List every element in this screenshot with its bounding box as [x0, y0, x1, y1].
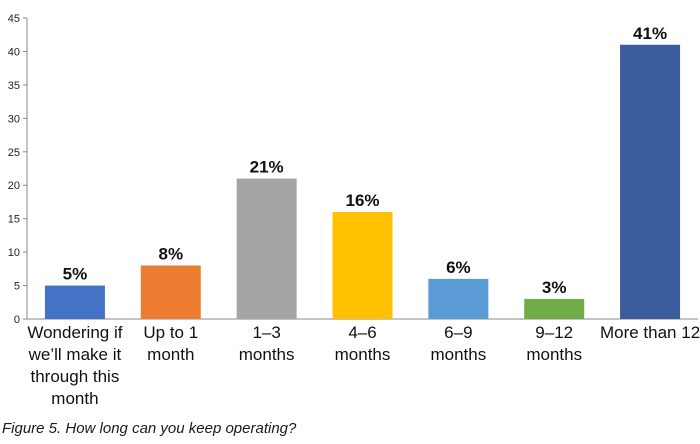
y-tick-label: 15	[8, 214, 20, 226]
y-tick-label: 5	[14, 281, 20, 293]
category-label: 9–12 months	[526, 323, 582, 364]
bar	[236, 178, 297, 319]
category-label: 4–6 months	[335, 323, 391, 364]
category-label: 1–3 months	[239, 323, 295, 364]
bar	[428, 278, 489, 319]
y-tick-label: 0	[14, 314, 20, 326]
category-label: 6–9 months	[430, 323, 486, 364]
y-tick-label: 10	[8, 247, 20, 259]
y-tick-label: 20	[8, 180, 20, 192]
data-labels: 5% 8% 21% 16% 6% 3% 41%	[63, 24, 667, 297]
data-label: 5%	[63, 265, 88, 284]
y-tick-label: 30	[8, 113, 20, 125]
category-label: Up to 1 month	[143, 323, 198, 364]
y-axis-ticks: 0 5 10 15 20 25 30 35 40 45	[8, 13, 27, 326]
y-tick-label: 25	[8, 147, 20, 159]
data-label: 41%	[633, 24, 667, 43]
bar	[524, 298, 585, 319]
data-label: 21%	[250, 158, 284, 177]
data-label: 16%	[345, 191, 379, 210]
bar-chart: 0 5 10 15 20 25 30 35 40 45 5% 8% 21% 16% 6% 3% 41% Won…	[8, 13, 700, 408]
y-tick-label: 35	[8, 80, 20, 92]
data-label: 3%	[542, 278, 567, 297]
bar	[44, 285, 105, 319]
bars	[44, 44, 681, 319]
data-label: 8%	[158, 244, 183, 263]
bar	[140, 265, 201, 319]
bar	[620, 44, 681, 319]
y-tick-label: 40	[8, 46, 20, 58]
figure-caption: Figure 5. How long can you keep operatin…	[2, 420, 297, 437]
category-label: More than 12	[600, 323, 700, 342]
y-tick-label: 45	[8, 13, 20, 25]
data-label: 6%	[446, 258, 471, 277]
bar	[332, 211, 393, 319]
category-label: Wondering if we’ll make it through this mon…	[27, 323, 122, 408]
category-labels: Wondering if we’ll make it through this mon…	[27, 323, 700, 408]
